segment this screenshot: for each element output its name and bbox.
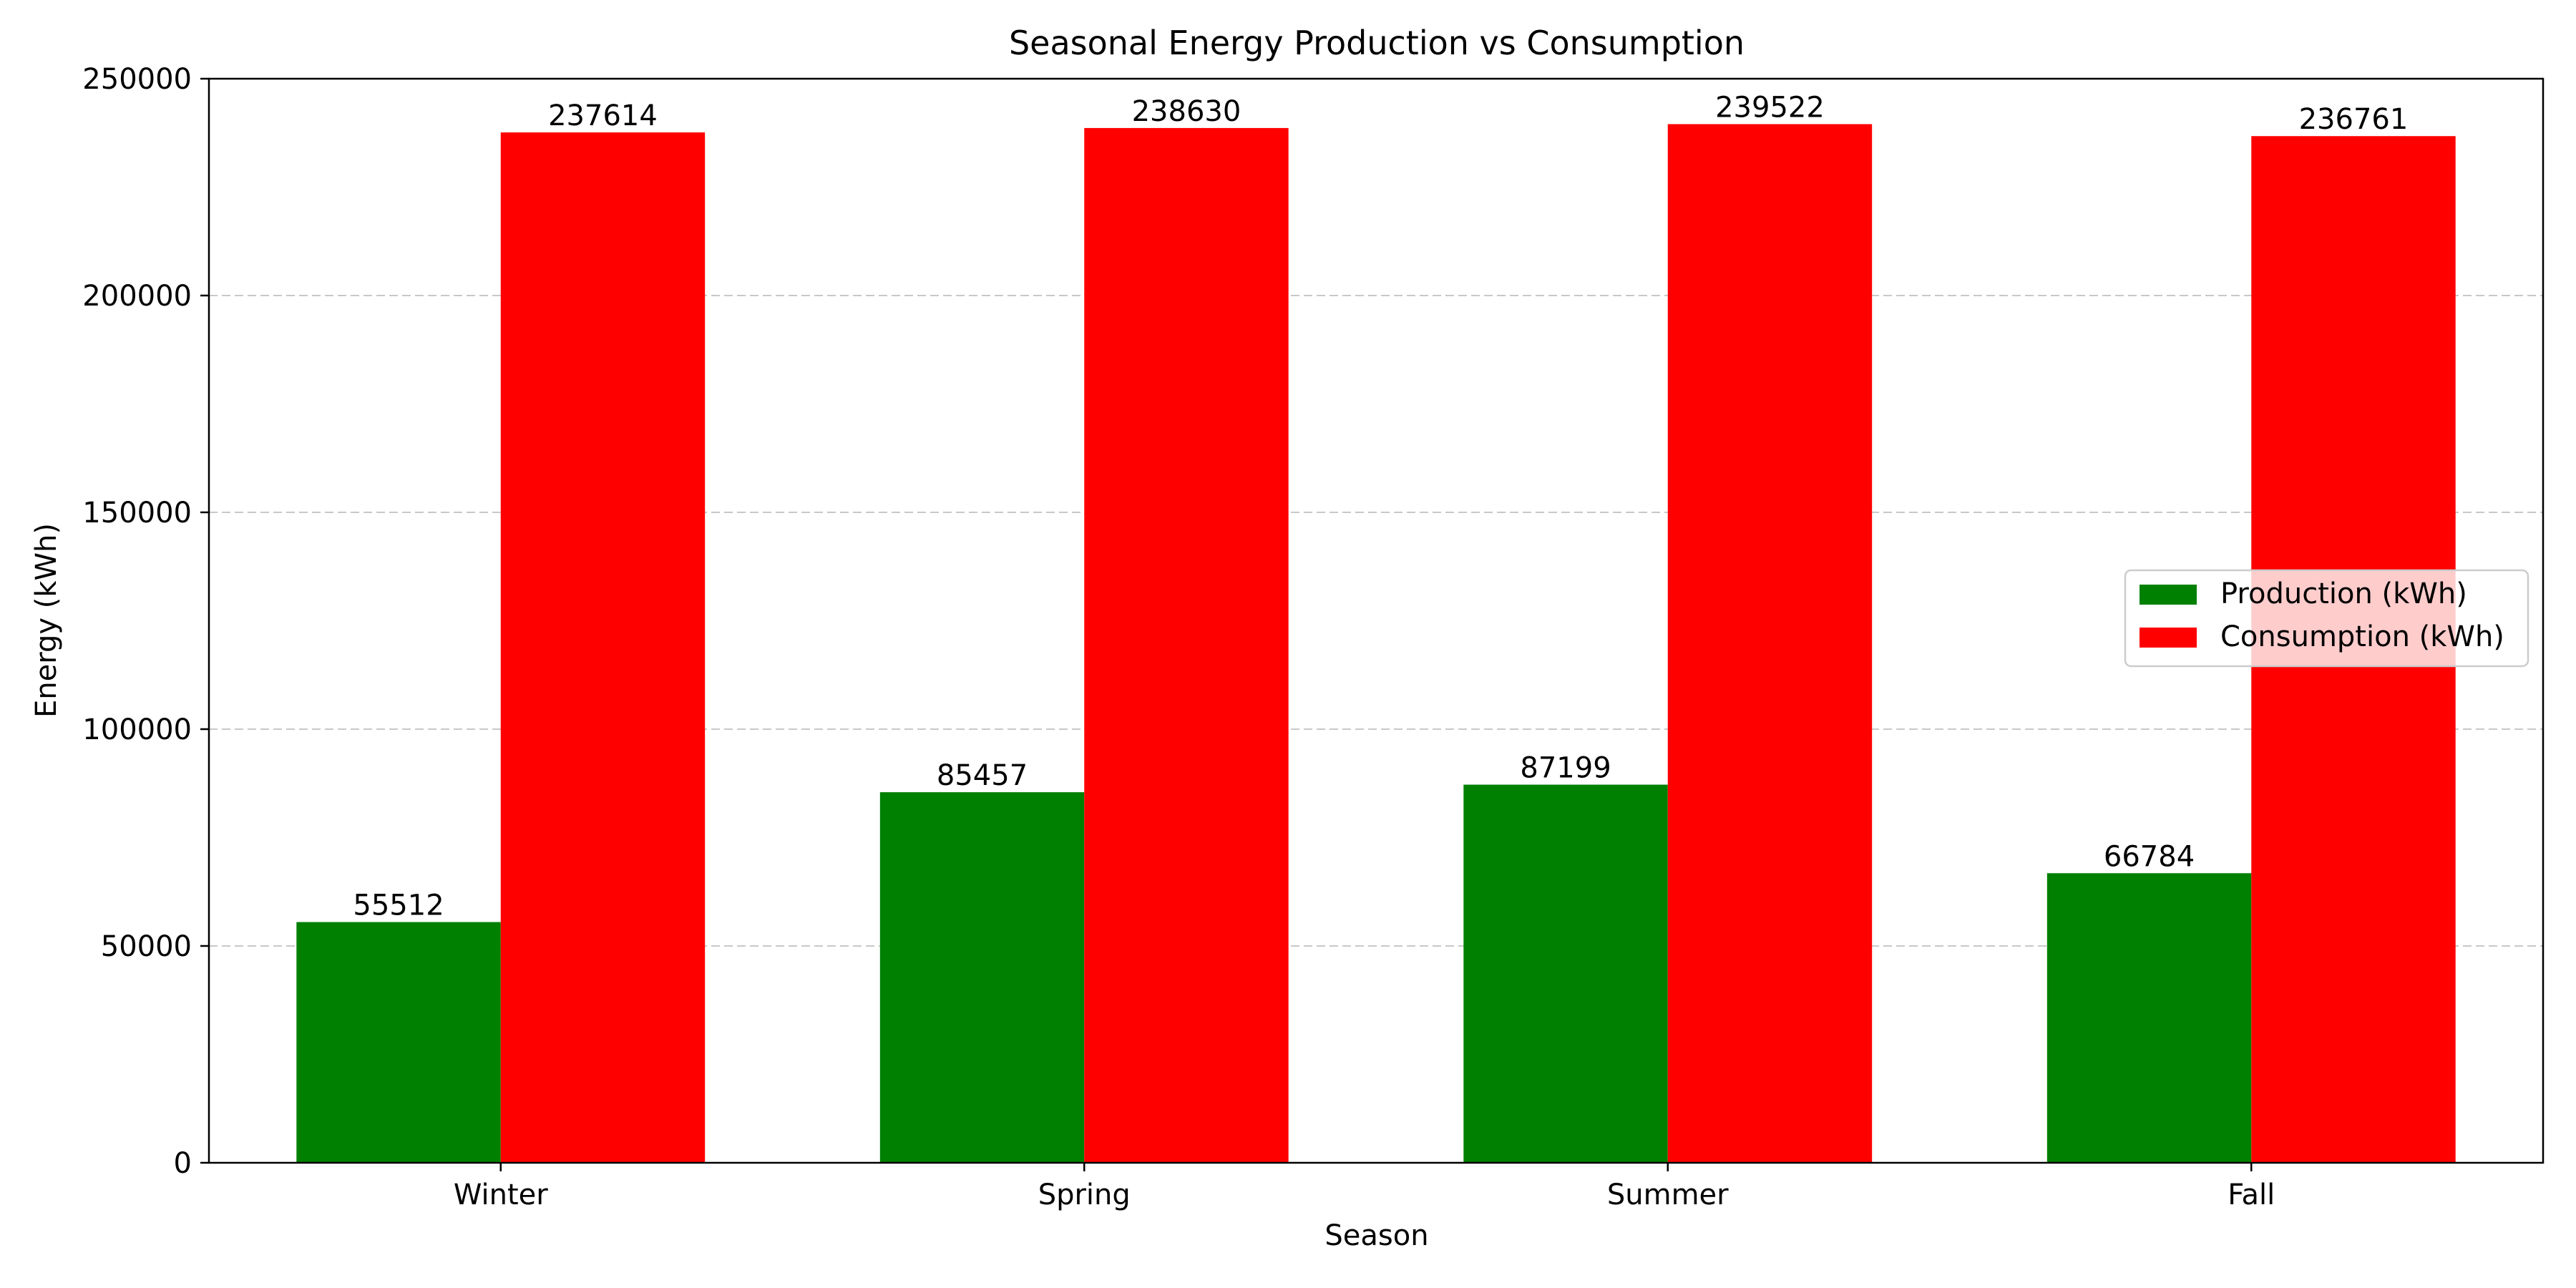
legend-label-consumption: Consumption (kWh)	[2220, 620, 2504, 653]
x-tick-label-fall: Fall	[2228, 1179, 2275, 1211]
bar-production-kwh-fall	[2046, 873, 2252, 1163]
data-label-consumption-kwh-spring: 238630	[1132, 95, 1241, 128]
y-tick-label-100000: 100000	[82, 713, 192, 746]
legend-label-production: Production (kWh)	[2220, 577, 2467, 610]
x-axis: Winter Spring Summer Fall	[454, 1163, 2275, 1211]
y-tick-label-200000: 200000	[82, 280, 192, 313]
chart-title: Seasonal Energy Production vs Consumptio…	[1009, 24, 1745, 62]
data-label-production-kwh-fall: 66784	[2104, 840, 2195, 873]
bar-consumption-kwh-winter	[500, 132, 706, 1163]
bar-consumption-kwh-spring	[1084, 127, 1289, 1163]
y-tick-label-0: 0	[174, 1147, 192, 1180]
y-tick-label-250000: 250000	[82, 63, 192, 96]
plot-frame	[208, 77, 2545, 1164]
legend-frame	[2124, 569, 2529, 668]
legend-swatch-consumption	[2140, 628, 2197, 648]
y-tick-label-150000: 150000	[82, 497, 192, 530]
data-label-consumption-kwh-winter: 237614	[548, 99, 658, 132]
data-label-production-kwh-spring: 85457	[937, 759, 1028, 792]
bar-production-kwh-winter	[296, 922, 501, 1163]
x-axis-label: Season	[1324, 1219, 1428, 1252]
x-tick-label-winter: Winter	[454, 1179, 548, 1211]
data-label-production-kwh-summer: 87199	[1520, 752, 1611, 785]
data-label-consumption-kwh-summer: 239522	[1715, 91, 1825, 124]
x-tick-label-spring: Spring	[1038, 1179, 1131, 1211]
data-label-production-kwh-winter: 55512	[353, 889, 444, 922]
x-tick-label-summer: Summer	[1607, 1179, 1729, 1211]
y-tick-label-50000: 50000	[101, 930, 192, 963]
bar-production-kwh-summer	[1463, 784, 1668, 1163]
bar-production-kwh-spring	[879, 792, 1085, 1163]
data-labels: 55512 85457 87199 66784 237614 238630 239522 23…	[353, 91, 2408, 922]
bar-consumption-kwh-summer	[1667, 124, 1873, 1163]
data-label-consumption-kwh-fall: 236761	[2299, 103, 2409, 136]
y-axis-label: Energy (kWh)	[30, 523, 63, 718]
y-axis: 0 50000 100000 150000 200000 250000	[82, 63, 209, 1180]
legend-swatch-production	[2140, 585, 2197, 605]
legend: Production (kWh) Consumption (kWh)	[2124, 569, 2529, 668]
